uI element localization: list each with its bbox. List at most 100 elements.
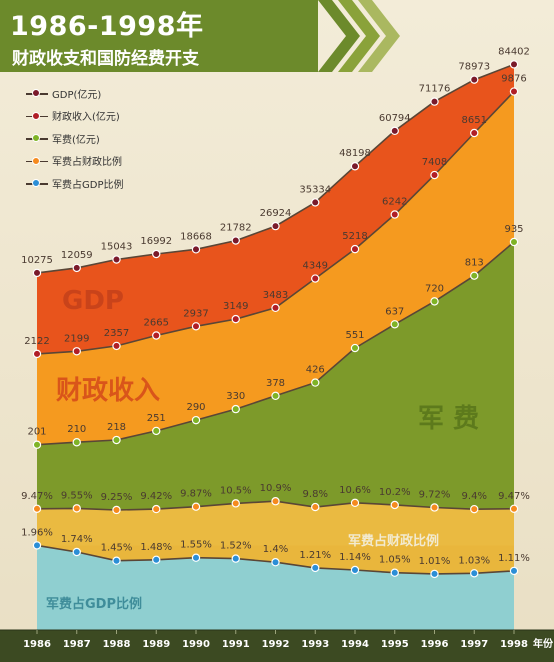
title-banner (0, 0, 318, 72)
data-label-4-1994: 1.14% (339, 552, 371, 563)
data-point-1-1998 (509, 87, 519, 96)
data-point-4-1995 (390, 568, 399, 577)
data-point-3-1987 (72, 504, 81, 513)
data-point-3-1992 (271, 497, 280, 506)
legend-label-military: 军费(亿元) (52, 134, 100, 146)
legend-marker-gdp (32, 89, 40, 98)
data-point-4-1990 (191, 553, 201, 562)
legend-marker-military (32, 134, 40, 143)
legend-label-fiscal-ratio: 军费占财政比例 (52, 157, 122, 169)
data-point-1-1991 (231, 314, 240, 324)
x-tick-label-1997: 1997 (460, 639, 488, 650)
data-label-2-1989: 251 (147, 413, 166, 424)
data-point-1-1990 (191, 322, 201, 331)
data-point-0-1989 (152, 249, 161, 259)
data-label-0-1991: 21782 (220, 223, 252, 234)
data-label-4-1995: 1.05% (379, 555, 411, 566)
data-label-0-1987: 12059 (61, 250, 93, 261)
data-label-4-1997: 1.03% (458, 555, 490, 566)
x-tick-label-1988: 1988 (103, 639, 131, 650)
data-label-4-1989: 1.48% (140, 542, 172, 553)
data-label-4-1992: 1.4% (263, 544, 288, 555)
data-point-3-1998 (509, 504, 519, 514)
data-point-0-1987 (72, 263, 81, 273)
x-tick-label-1986: 1986 (23, 639, 51, 650)
area-label-gdp-ratio: 军费占GDP比例 (46, 597, 142, 612)
x-tick-label-1993: 1993 (301, 639, 329, 650)
data-label-1-1991: 3149 (223, 301, 248, 312)
data-point-3-1995 (390, 500, 399, 510)
data-label-1-1997: 8651 (462, 115, 487, 126)
x-tick-label-1989: 1989 (142, 639, 170, 650)
data-point-1-1997 (470, 128, 479, 138)
data-label-1-1992: 3483 (263, 290, 288, 301)
legend-marker-gdp-ratio (32, 179, 40, 188)
data-point-1-1996 (430, 170, 439, 180)
chevron-arrow-icon (338, 0, 380, 72)
data-point-4-1997 (470, 569, 479, 578)
legend: GDP(亿元) 财政收入(亿元) 军费(亿元) 军费占财政比例 军费占GDP比例 (26, 82, 123, 195)
data-label-0-1996: 71176 (419, 84, 451, 95)
data-label-1-1996: 7408 (422, 157, 447, 168)
data-point-1-1992 (271, 303, 280, 313)
data-label-1-1987: 2199 (64, 333, 89, 344)
data-label-4-1998: 1.11% (498, 553, 530, 564)
x-tick-label-1995: 1995 (381, 639, 409, 650)
data-point-3-1993 (311, 502, 320, 512)
x-axis-suffix-label: 年份 (533, 637, 554, 650)
data-point-3-1996 (430, 503, 439, 512)
data-label-2-1986: 201 (27, 427, 46, 438)
data-point-4-1988 (112, 556, 121, 565)
data-label-3-1987: 9.55% (61, 490, 93, 501)
data-point-0-1994 (350, 162, 360, 171)
data-point-1-1993 (311, 274, 320, 283)
data-point-4-1992 (271, 558, 280, 567)
data-label-3-1991: 10.5% (220, 485, 252, 496)
data-label-1-1993: 4349 (303, 261, 328, 272)
data-label-2-1995: 637 (385, 306, 404, 317)
data-point-2-1989 (152, 426, 161, 436)
data-point-3-1986 (32, 504, 42, 514)
data-point-4-1996 (430, 569, 439, 579)
data-point-0-1995 (390, 126, 399, 136)
data-label-1-1989: 2665 (144, 318, 169, 329)
data-label-3-1998: 9.47% (498, 491, 530, 502)
data-label-0-1997: 78973 (458, 62, 490, 73)
chevron-arrow-icon (358, 0, 400, 72)
area-label-revenue: 财政收入 (56, 376, 161, 406)
data-label-4-1987: 1.74% (61, 534, 93, 545)
data-point-2-1988 (112, 435, 121, 445)
data-point-4-1987 (72, 547, 81, 557)
data-label-0-1990: 18668 (180, 231, 212, 242)
data-label-0-1995: 60794 (379, 113, 411, 124)
data-label-2-1993: 426 (306, 365, 325, 376)
x-tick-label-1998: 1998 (500, 639, 528, 650)
data-label-3-1986: 9.47% (21, 491, 53, 502)
data-point-0-1986 (32, 268, 42, 278)
legend-label-gdp: GDP(亿元) (52, 89, 102, 101)
data-point-0-1998 (509, 60, 519, 69)
data-point-4-1989 (152, 555, 161, 565)
data-label-4-1993: 1.21% (299, 550, 331, 561)
data-label-2-1992: 378 (266, 378, 285, 389)
data-label-2-1988: 218 (107, 422, 126, 433)
chart-title: 1986-1998年 (10, 11, 204, 42)
legend-marker-revenue (32, 111, 40, 120)
data-label-4-1991: 1.52% (220, 541, 252, 552)
data-label-2-1998: 935 (504, 224, 523, 235)
data-label-0-1989: 16992 (140, 236, 172, 247)
data-label-2-1994: 551 (345, 330, 364, 341)
data-label-2-1997: 813 (465, 258, 484, 269)
data-label-0-1988: 15043 (101, 242, 133, 253)
area-label-military: 军 费 (418, 404, 480, 434)
data-point-1-1995 (390, 210, 399, 219)
data-point-2-1993 (311, 378, 320, 387)
data-point-1-1986 (32, 349, 42, 359)
data-point-2-1992 (271, 391, 280, 401)
data-label-0-1986: 10275 (21, 255, 53, 266)
data-label-0-1992: 26924 (260, 208, 292, 219)
area-label-fiscal-ratio: 军费占财政比例 (348, 534, 440, 549)
x-axis-band (0, 630, 554, 662)
x-tick-label-1991: 1991 (222, 639, 250, 650)
